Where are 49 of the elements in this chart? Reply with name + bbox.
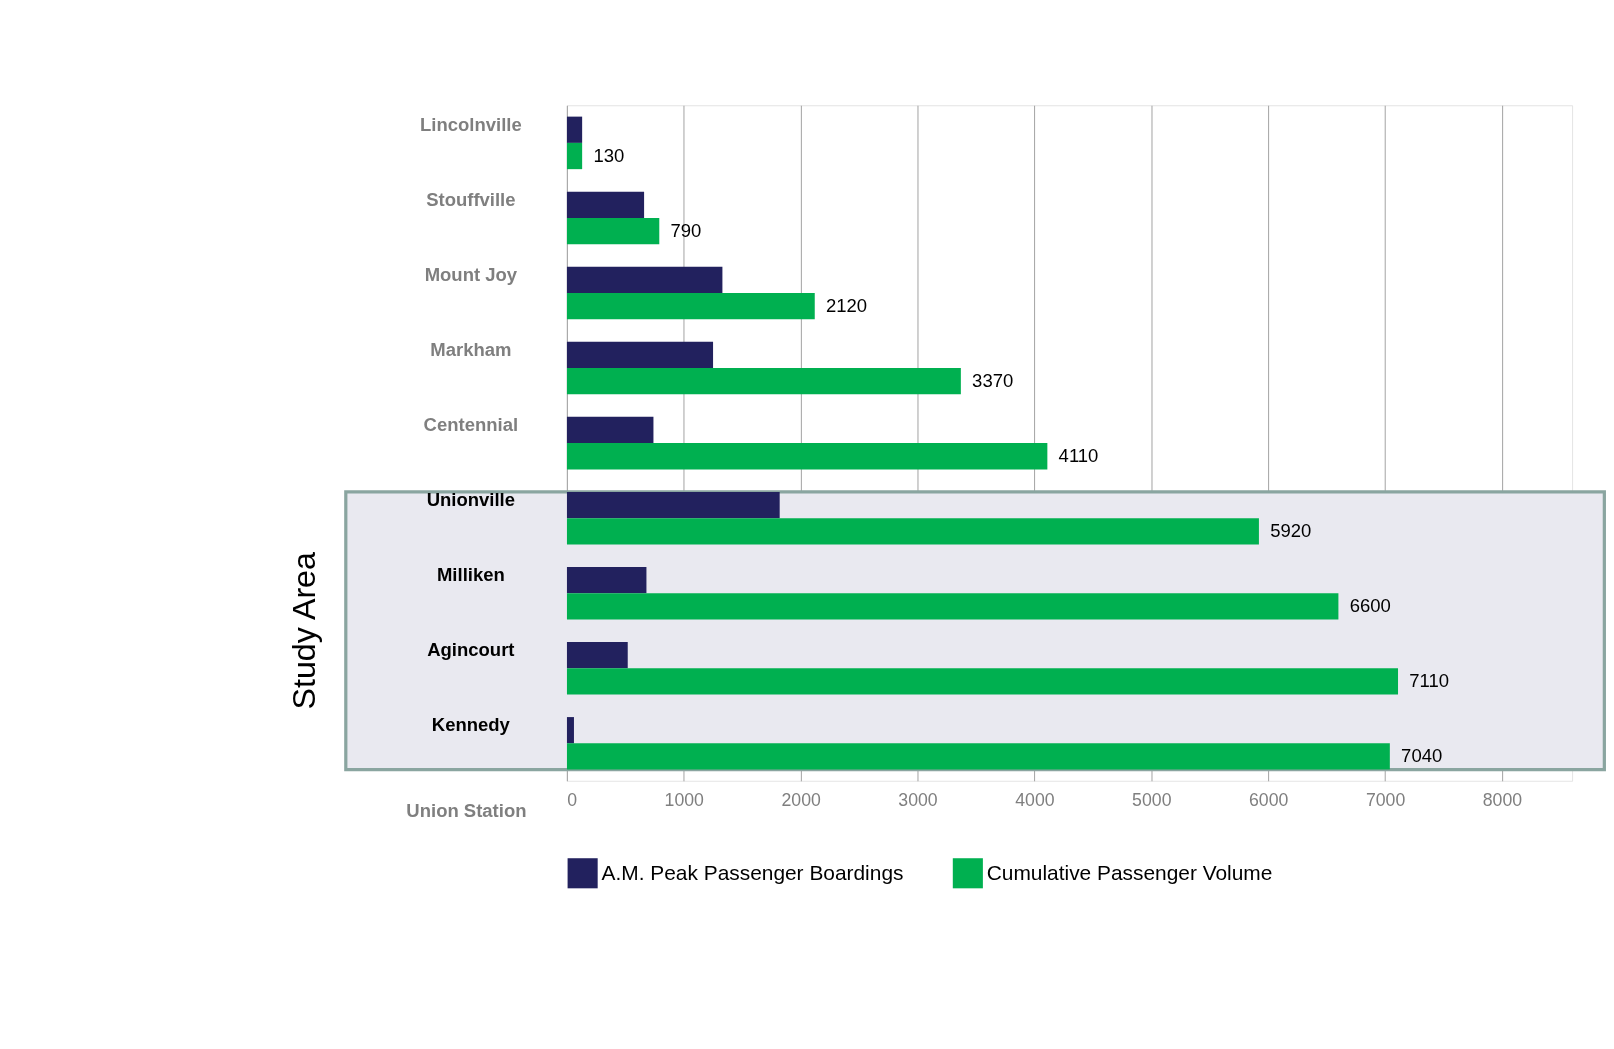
y-tick-label: Milliken: [436, 564, 505, 586]
y-tick-label: Stouffville: [426, 188, 516, 210]
bar: [566, 743, 1390, 770]
x-tick-label: 8000: [1482, 790, 1523, 811]
bar: [566, 593, 1339, 620]
legend-label: Cumulative Passenger Volume: [986, 860, 1273, 884]
x-tick-label: 4000: [1015, 790, 1055, 811]
bar: [566, 217, 660, 245]
data-label: 7110: [1409, 670, 1450, 692]
data-label: 5920: [1270, 519, 1312, 541]
y-tick-label: Agincourt: [427, 639, 515, 661]
data-label: 130: [593, 144, 625, 166]
bar: [566, 491, 780, 519]
x-tick-label: 2000: [781, 790, 821, 811]
bar: [566, 443, 1048, 470]
x-tick-label: 6000: [1249, 790, 1289, 811]
bar: [566, 368, 961, 395]
y-tick-label: Centennial: [423, 414, 519, 436]
band-label: Study Area: [286, 551, 323, 710]
bar: [566, 293, 815, 320]
data-label: 6600: [1349, 595, 1391, 616]
bar: [566, 668, 1399, 695]
data-label: 4110: [1058, 444, 1099, 466]
data-label: 790: [670, 219, 702, 241]
bar: [566, 142, 583, 170]
text: Union Station: [406, 800, 527, 822]
legend-label: A.M. Peak Passenger Boardings: [601, 860, 904, 884]
x-tick-label: 5000: [1132, 790, 1172, 811]
y-tick-label: Unionville: [426, 489, 516, 511]
bar: [566, 191, 645, 218]
x-tick-label: 1000: [664, 790, 705, 811]
data-label: 3370: [972, 369, 1014, 391]
bar: [566, 116, 583, 143]
bar: [566, 266, 723, 293]
x-tick-label: 0: [567, 790, 578, 811]
y-tick-label: Kennedy: [431, 714, 511, 736]
bar: [566, 717, 574, 744]
data-label: 2120: [826, 294, 868, 316]
bar: [566, 642, 628, 669]
bar: [566, 518, 1259, 545]
y-tick-label: Mount Joy: [424, 263, 518, 285]
bar: [566, 416, 654, 444]
data-label: 7040: [1401, 745, 1443, 767]
x-tick-label: 7000: [1365, 790, 1406, 811]
y-tick-label: Lincolnville: [420, 113, 522, 135]
bar: [566, 341, 714, 369]
x-tick-label: 3000: [898, 790, 938, 811]
y-tick-label: Markham: [430, 339, 512, 360]
bar: [566, 566, 647, 594]
